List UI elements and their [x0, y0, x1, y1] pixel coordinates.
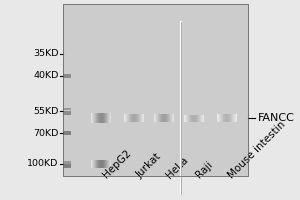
Bar: [63, 4, 248, 176]
Bar: [63, 4, 248, 176]
Text: HeLa: HeLa: [164, 154, 190, 180]
Text: FANCC: FANCC: [258, 113, 295, 123]
Text: 70KD: 70KD: [33, 129, 58, 138]
Bar: [63, 74, 71, 78]
Text: 40KD: 40KD: [33, 72, 58, 80]
Bar: [63, 108, 71, 110]
Text: Raji: Raji: [194, 159, 214, 180]
Text: Mouse intestin: Mouse intestin: [227, 119, 288, 180]
Bar: [63, 111, 71, 115]
Bar: [63, 162, 71, 168]
Text: HepG2: HepG2: [101, 148, 134, 180]
Text: 100KD: 100KD: [27, 160, 58, 168]
Bar: [63, 131, 71, 135]
Bar: [63, 160, 71, 164]
Text: 55KD: 55KD: [33, 106, 58, 116]
Text: Jurkat: Jurkat: [134, 151, 163, 180]
Text: 35KD: 35KD: [33, 49, 58, 58]
